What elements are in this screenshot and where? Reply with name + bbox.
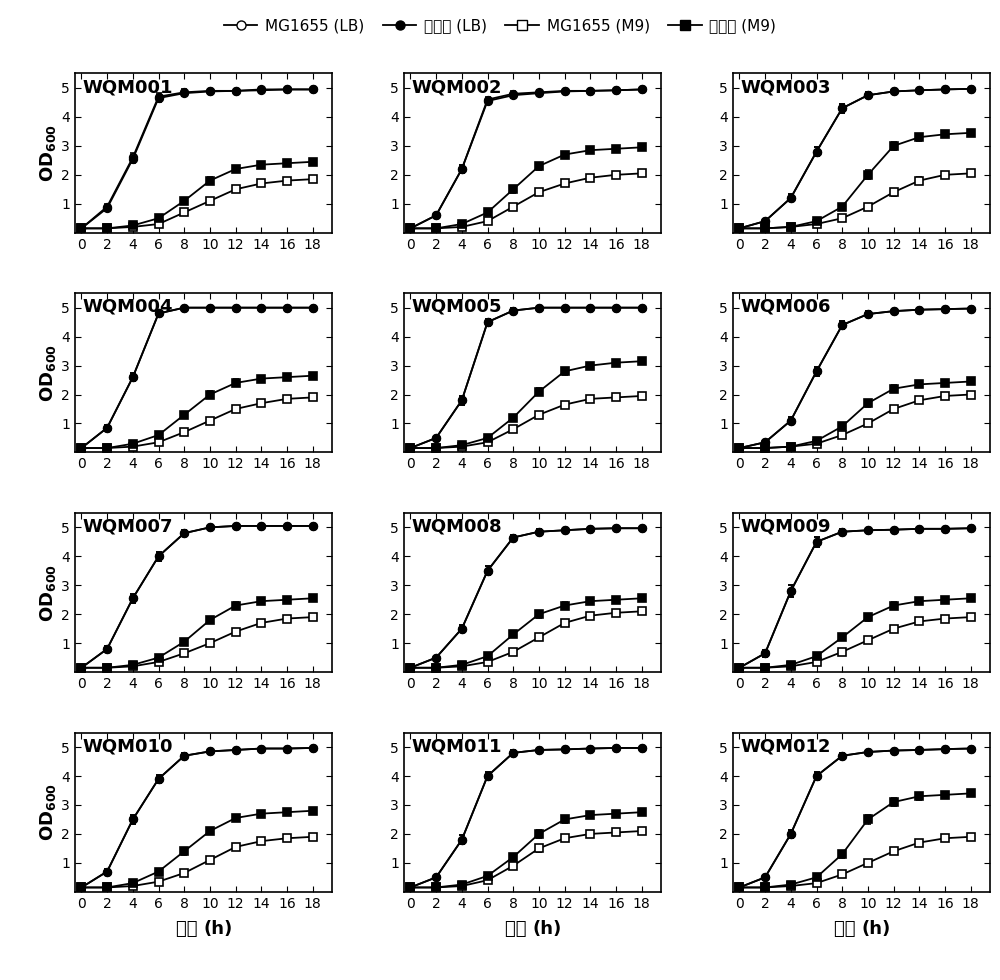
Text: 时间: 时间: [834, 920, 861, 939]
Text: WQM009: WQM009: [741, 517, 831, 536]
Text: WQM012: WQM012: [741, 737, 831, 756]
Legend: MG1655 (LB), 突变株 (LB), MG1655 (M9), 突变株 (M9): MG1655 (LB), 突变株 (LB), MG1655 (M9), 突变株 …: [218, 13, 782, 40]
Text: WQM011: WQM011: [412, 737, 502, 756]
Text: WQM002: WQM002: [412, 78, 502, 96]
Y-axis label: OD$_{\mathregular{600}}$: OD$_{\mathregular{600}}$: [38, 564, 58, 621]
Text: (h): (h): [532, 920, 562, 939]
Text: WQM004: WQM004: [83, 298, 173, 316]
Y-axis label: OD$_{\mathregular{600}}$: OD$_{\mathregular{600}}$: [38, 124, 58, 182]
Text: (h): (h): [204, 920, 233, 939]
Text: WQM008: WQM008: [412, 517, 502, 536]
Text: WQM005: WQM005: [412, 298, 502, 316]
Text: WQM006: WQM006: [741, 298, 831, 316]
Text: WQM003: WQM003: [741, 78, 831, 96]
Text: 时间: 时间: [176, 920, 204, 939]
Y-axis label: OD$_{\mathregular{600}}$: OD$_{\mathregular{600}}$: [38, 783, 58, 841]
Text: WQM001: WQM001: [83, 78, 173, 96]
Text: WQM007: WQM007: [83, 517, 173, 536]
Text: 时间: 时间: [505, 920, 532, 939]
Y-axis label: OD$_{\mathregular{600}}$: OD$_{\mathregular{600}}$: [38, 344, 58, 402]
Text: (h): (h): [861, 920, 891, 939]
Text: WQM010: WQM010: [83, 737, 173, 756]
